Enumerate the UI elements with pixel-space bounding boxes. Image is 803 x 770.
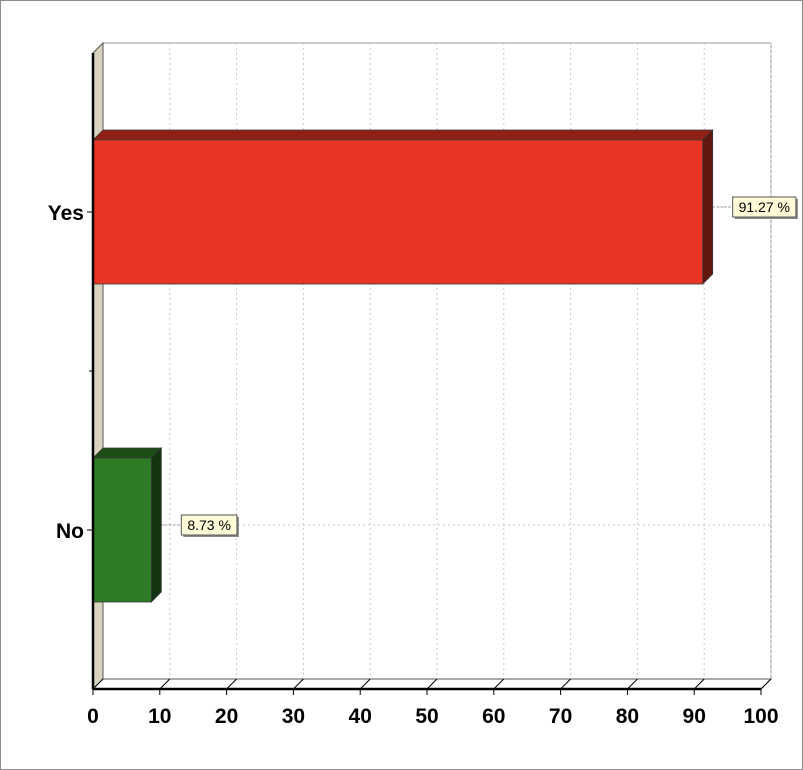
category-label: Yes	[48, 202, 84, 225]
x-tick-depth	[493, 678, 505, 690]
x-tick-label: 10	[148, 705, 171, 728]
bar-side-face	[702, 129, 714, 285]
labels: Yes 91.27 % No 8.73 % 0 10 20 30 40 50 60 70 80 90 100	[48, 196, 798, 728]
x-tick-label: 60	[482, 705, 505, 728]
axes	[87, 53, 772, 695]
bar-side-face	[150, 447, 162, 603]
x-tick-label: 80	[616, 705, 639, 728]
data-label-box	[180, 514, 238, 536]
x-tick-label: 70	[549, 705, 572, 728]
x-tick-label: 50	[415, 705, 438, 728]
x-tick-label: 90	[683, 705, 706, 728]
x-tick-depth	[359, 678, 371, 690]
x-tick-depth	[627, 678, 638, 690]
x-tick-depth	[92, 678, 104, 690]
data-label-box	[732, 196, 797, 218]
x-tick-depth	[693, 678, 705, 690]
x-tick-depth	[226, 678, 237, 690]
x-tick-label: 30	[282, 705, 305, 728]
x-tick-depth	[426, 678, 438, 690]
data-label: 91.27 %	[739, 199, 790, 215]
bar-top-face	[92, 447, 163, 459]
x-tick-label: 100	[743, 705, 778, 728]
bar-top-face	[92, 129, 714, 141]
data-label: 8.73 %	[187, 517, 231, 533]
bar	[92, 139, 704, 285]
bar	[92, 457, 152, 603]
x-tick-depth	[159, 678, 171, 690]
x-tick-depth	[560, 678, 571, 690]
x-tick-label: 40	[349, 705, 372, 728]
x-tick-depth	[760, 678, 772, 690]
x-tick-label: 0	[87, 705, 99, 728]
x-tick-depth	[293, 678, 304, 690]
x-tick-label: 20	[215, 705, 238, 728]
category-label: No	[56, 520, 84, 543]
